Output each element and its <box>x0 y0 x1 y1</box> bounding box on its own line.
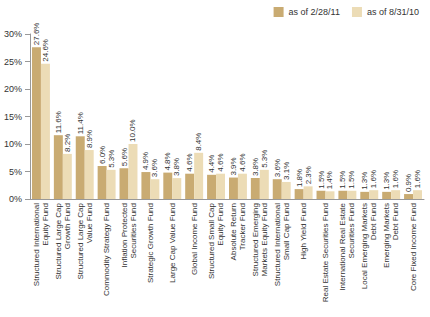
svg-text:3.8%: 3.8% <box>172 158 181 176</box>
svg-text:1.5%: 1.5% <box>347 171 356 189</box>
svg-text:15%: 15% <box>4 112 22 122</box>
svg-text:24.6%: 24.6% <box>41 39 50 62</box>
svg-text:6.0%: 6.0% <box>98 146 107 164</box>
svg-text:1.4%: 1.4% <box>325 171 334 189</box>
svg-text:Commodity Strategy Fund: Commodity Strategy Fund <box>102 203 111 296</box>
svg-text:Emerging Markets: Emerging Markets <box>382 203 391 268</box>
svg-text:Large Cap Value Fund: Large Cap Value Fund <box>168 203 177 283</box>
svg-text:3.1%: 3.1% <box>282 162 291 180</box>
svg-text:Small Cap Fund: Small Cap Fund <box>282 203 291 260</box>
svg-text:11.6%: 11.6% <box>54 111 63 133</box>
svg-text:1.5%: 1.5% <box>317 171 326 189</box>
svg-text:25%: 25% <box>4 57 22 67</box>
svg-text:Tracker Fund: Tracker Fund <box>238 203 247 250</box>
svg-text:4.8%: 4.8% <box>163 152 172 170</box>
svg-text:30%: 30% <box>4 29 22 39</box>
svg-text:1.6%: 1.6% <box>391 170 400 188</box>
svg-text:1.3%: 1.3% <box>382 172 391 190</box>
svg-text:as of 8/31/10: as of 8/31/10 <box>367 7 419 17</box>
svg-text:Debt Fund: Debt Fund <box>369 203 378 240</box>
svg-text:3.6%: 3.6% <box>150 159 159 177</box>
svg-text:10.0%: 10.0% <box>128 119 137 142</box>
svg-text:Securities Fund: Securities Fund <box>347 203 356 259</box>
svg-text:Equity Fund: Equity Fund <box>216 203 225 246</box>
svg-text:Structured Small Cap: Structured Small Cap <box>207 202 216 279</box>
svg-text:5.6%: 5.6% <box>120 148 129 166</box>
svg-text:1.5%: 1.5% <box>338 171 347 189</box>
svg-text:Strategic Growth Fund: Strategic Growth Fund <box>146 203 155 283</box>
svg-text:20%: 20% <box>4 84 22 94</box>
svg-text:Structured Emerging: Structured Emerging <box>251 203 260 276</box>
svg-text:Real Estate Securities Fund: Real Estate Securities Fund <box>321 203 330 302</box>
svg-text:Structured International: Structured International <box>273 203 282 286</box>
svg-text:1.8%: 1.8% <box>295 169 304 187</box>
svg-text:11.4%: 11.4% <box>76 112 85 134</box>
svg-text:5.3%: 5.3% <box>260 150 269 168</box>
svg-text:4.6%: 4.6% <box>185 153 194 171</box>
svg-text:Securities Fund: Securities Fund <box>129 203 138 259</box>
svg-text:5%: 5% <box>9 167 22 177</box>
svg-text:Markets Equity Fund: Markets Equity Fund <box>260 203 269 276</box>
svg-text:High Yield Fund: High Yield Fund <box>299 203 308 259</box>
svg-text:Inflation Protected: Inflation Protected <box>120 203 129 267</box>
svg-text:5.3%: 5.3% <box>107 150 116 168</box>
svg-text:4.9%: 4.9% <box>141 152 150 170</box>
svg-text:as of 2/28/11: as of 2/28/11 <box>289 7 340 17</box>
svg-text:3.8%: 3.8% <box>251 158 260 176</box>
svg-text:Value Fund: Value Fund <box>85 203 94 243</box>
svg-text:Absolute Return: Absolute Return <box>229 203 238 260</box>
svg-text:0%: 0% <box>9 194 22 204</box>
svg-text:Debt Fund: Debt Fund <box>391 203 400 240</box>
svg-text:2.3%: 2.3% <box>304 166 313 184</box>
svg-text:27.6%: 27.6% <box>32 23 41 46</box>
svg-text:International Real Estate: International Real Estate <box>338 202 347 290</box>
svg-text:8.9%: 8.9% <box>85 130 94 148</box>
svg-text:Core Fixed Income Fund: Core Fixed Income Fund <box>409 203 418 291</box>
svg-text:Structured International: Structured International <box>32 203 41 286</box>
svg-text:1.3%: 1.3% <box>360 172 369 190</box>
svg-text:Growth Fund: Growth Fund <box>63 203 72 249</box>
svg-text:0.9%: 0.9% <box>404 174 413 192</box>
svg-text:Structured Large Cap: Structured Large Cap <box>54 202 63 279</box>
svg-text:3.6%: 3.6% <box>273 159 282 177</box>
svg-text:4.6%: 4.6% <box>238 153 247 171</box>
svg-text:Structured Large Cap: Structured Large Cap <box>76 202 85 279</box>
svg-text:10%: 10% <box>4 139 22 149</box>
svg-text:1.6%: 1.6% <box>369 170 378 188</box>
svg-text:Local Emerging Markets: Local Emerging Markets <box>360 203 369 289</box>
svg-text:Global Income Fund: Global Income Fund <box>190 203 199 275</box>
svg-text:8.2%: 8.2% <box>63 134 72 152</box>
svg-text:8.4%: 8.4% <box>194 133 203 151</box>
svg-text:4.6%: 4.6% <box>216 153 225 171</box>
svg-text:1.6%: 1.6% <box>413 170 422 188</box>
svg-text:4.4%: 4.4% <box>207 155 216 173</box>
svg-text:3.9%: 3.9% <box>229 157 238 175</box>
svg-text:Equity Fund: Equity Fund <box>41 203 50 246</box>
